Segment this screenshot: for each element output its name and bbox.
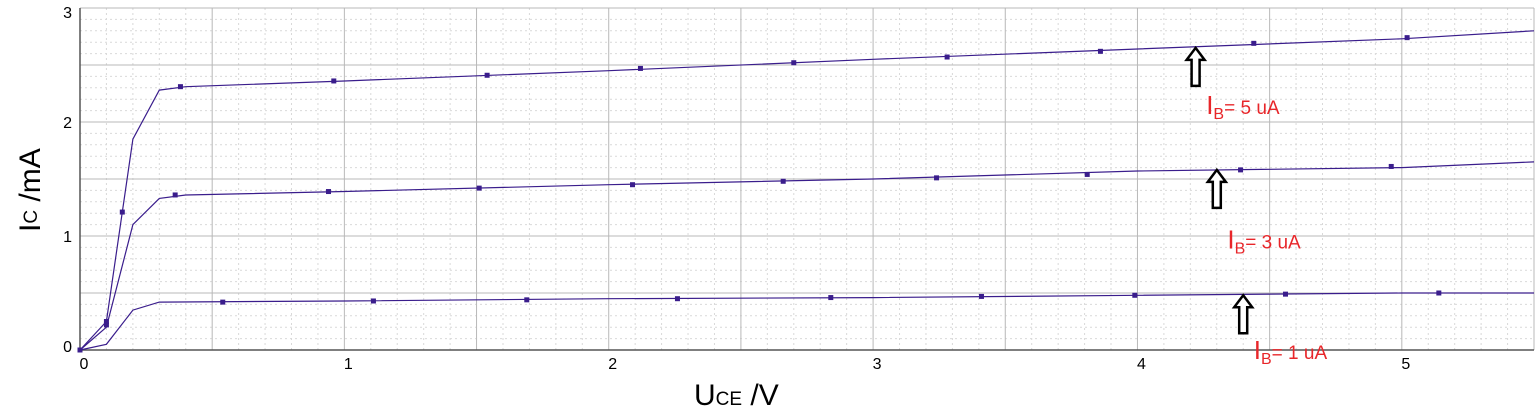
data-point [370, 298, 376, 304]
y-tick-label: 1 [63, 229, 72, 246]
data-point [326, 189, 332, 195]
series-line-3 [79, 30, 1535, 351]
data-point [177, 84, 183, 90]
y-tick-label: 0 [63, 339, 72, 356]
data-point [331, 78, 337, 84]
x-axis-title: UCE /V [694, 379, 779, 412]
up-arrow-icon [1184, 45, 1208, 88]
ib-label-3: IB= 1 uA [1254, 335, 1328, 368]
y-axis-title-sub: C [21, 210, 42, 224]
axes [79, 8, 1534, 351]
data-point [524, 297, 530, 303]
data-point [1282, 291, 1288, 297]
x-tick-label: 5 [1401, 356, 1410, 373]
data-point [476, 185, 482, 191]
data-point [1251, 40, 1257, 46]
y-axis-title: IC /mA [14, 148, 47, 232]
data-point [944, 54, 950, 60]
data-point [791, 60, 797, 66]
data-point [220, 299, 226, 305]
y-tick-label: 3 [63, 5, 72, 22]
data-point [1436, 290, 1442, 296]
data-point [77, 347, 83, 353]
up-arrow-icon [1205, 167, 1229, 210]
x-tick-label: 2 [608, 356, 617, 373]
ib-label-sub: B [1213, 106, 1224, 123]
x-tick-labels: 0 1 2 3 4 5 [80, 356, 1411, 373]
data-point [1084, 171, 1090, 177]
x-axis-title-unit: /V [742, 379, 779, 412]
data-point [172, 192, 178, 198]
data-point [934, 175, 940, 181]
data-point [1404, 35, 1410, 41]
data-point [674, 296, 680, 302]
x-tick-label: 4 [1137, 356, 1146, 373]
data-point [637, 65, 643, 71]
x-axis-title-sub: CE [716, 389, 742, 410]
ib-label-rest: = 1 uA [1272, 343, 1328, 364]
data-point [828, 295, 834, 301]
data-point [1097, 48, 1103, 54]
ib-label-rest: = 5 uA [1224, 98, 1280, 119]
ib-label-sub: B [1261, 351, 1272, 368]
y-tick-labels: 0 1 2 3 [63, 5, 72, 356]
series-line-2 [79, 161, 1535, 351]
ib-label-main: I [1254, 335, 1261, 365]
data-point [119, 209, 125, 215]
data-point [484, 72, 490, 78]
y-axis-title-main: I [14, 224, 47, 232]
up-arrow-icon [1231, 293, 1255, 335]
data-point [780, 178, 786, 184]
x-tick-label: 1 [344, 356, 353, 373]
y-tick-label: 2 [63, 115, 72, 132]
ib-label-1: IB= 5 uA [1206, 90, 1280, 123]
y-axis-title-unit: /mA [14, 148, 47, 210]
data-point [630, 182, 636, 188]
data-point [1238, 167, 1244, 173]
ib-label-main: I [1227, 225, 1234, 255]
x-axis-title-main: U [694, 379, 716, 412]
data-point [1132, 292, 1138, 298]
series-line-1 [79, 292, 1534, 351]
ib-label-main: I [1206, 90, 1213, 120]
ib-label-sub: B [1235, 241, 1246, 258]
x-tick-label: 0 [80, 356, 89, 373]
ib-label-2: IB= 3 uA [1227, 225, 1301, 258]
x-tick-label: 3 [873, 356, 882, 373]
data-point [1388, 163, 1394, 169]
data-point [103, 322, 109, 328]
series-group [77, 30, 1535, 353]
data-point [978, 293, 984, 299]
ib-label-rest: = 3 uA [1245, 233, 1301, 254]
